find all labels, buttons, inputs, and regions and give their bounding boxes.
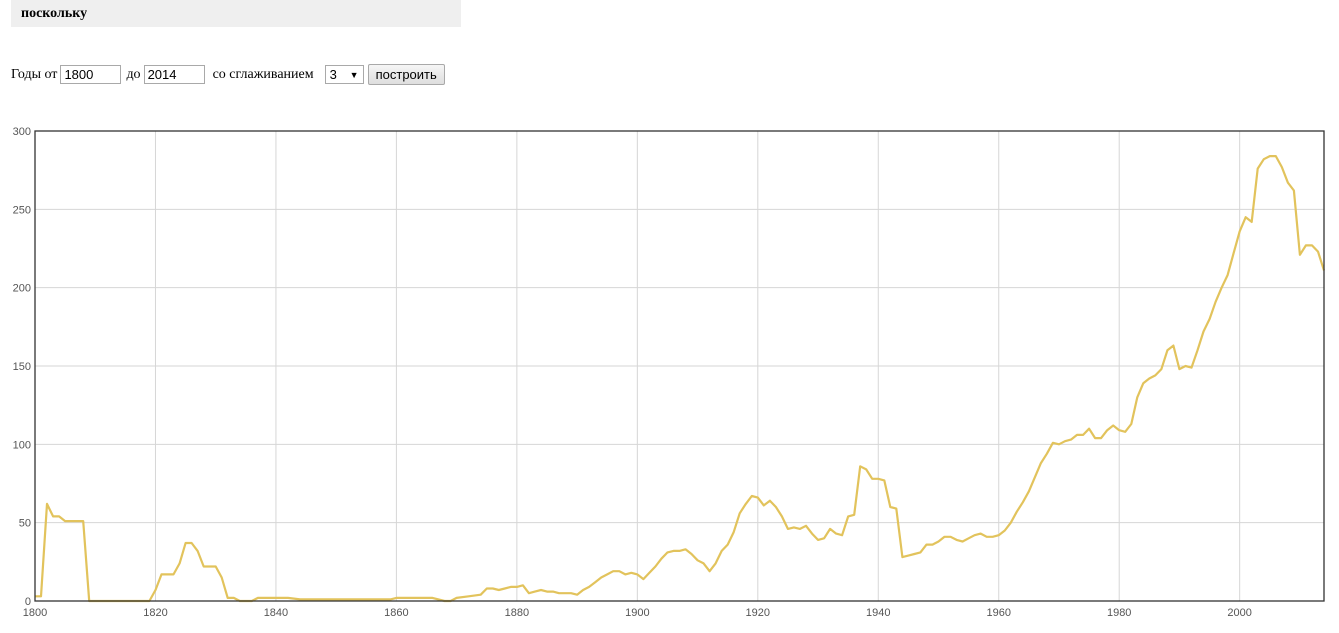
x-tick-label: 1860 (384, 607, 408, 619)
years-from-label: Годы от (11, 66, 58, 82)
plot-frame (34, 130, 1325, 602)
x-tick-label: 1880 (505, 607, 529, 619)
x-tick-label: 2000 (1227, 607, 1251, 619)
year-from-input[interactable] (60, 65, 122, 84)
y-tick-label: 100 (13, 439, 31, 451)
y-tick-label: 300 (13, 126, 31, 138)
dropdown-arrow-icon: ▼ (349, 69, 359, 80)
x-tick-label: 1940 (866, 607, 890, 619)
query-word-bar: поскольку (11, 0, 461, 27)
controls-row: Годы от до со сглаживанием 3 ▼ построить (11, 64, 445, 85)
y-tick-label: 50 (19, 518, 31, 530)
query-word: поскольку (21, 6, 88, 21)
chart-tick-labels: 1800 1820 1840 1860 1880 1900 1920 1940 1960 1980… (13, 126, 1252, 619)
x-tick-label: 1960 (986, 607, 1010, 619)
smoothing-select[interactable]: 3 ▼ (324, 65, 364, 84)
chart: 1800 1820 1840 1860 1880 1900 1920 1940 1960 1980… (13, 126, 1326, 619)
chart-grid (34, 130, 1324, 602)
smoothing-value: 3 (329, 67, 337, 82)
year-to-label: до (126, 66, 141, 82)
y-tick-label: 250 (13, 204, 31, 216)
x-tick-label: 1800 (23, 607, 47, 619)
year-to-input[interactable] (143, 65, 205, 84)
y-tick-label: 200 (13, 283, 31, 295)
x-tick-label: 1920 (746, 607, 770, 619)
series-line (35, 155, 1326, 603)
x-tick-label: 1980 (1107, 607, 1131, 619)
x-tick-label: 1820 (143, 607, 167, 619)
x-tick-label: 1840 (264, 607, 288, 619)
build-button[interactable]: построить (367, 64, 445, 85)
y-tick-label: 0 (25, 596, 31, 608)
y-tick-label: 150 (13, 361, 31, 373)
smoothing-label: со сглаживанием (212, 66, 314, 82)
x-tick-label: 1900 (625, 607, 649, 619)
